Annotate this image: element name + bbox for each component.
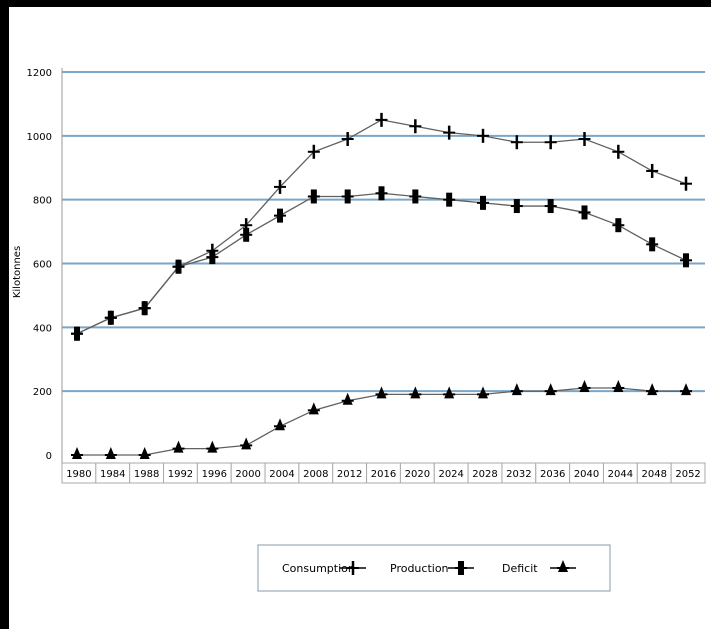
data-point-deficit bbox=[240, 437, 253, 450]
data-point-production bbox=[544, 199, 557, 214]
data-point-production bbox=[578, 205, 591, 220]
x-tick-label: 2032 bbox=[506, 469, 531, 480]
x-tick-label: 2004 bbox=[269, 469, 294, 480]
data-point-deficit bbox=[341, 392, 354, 405]
data-point-deficit bbox=[307, 402, 320, 415]
legend-label: Deficit bbox=[502, 562, 538, 575]
y-axis-label: Kilotonnes bbox=[12, 246, 23, 298]
data-point-deficit bbox=[409, 386, 422, 399]
data-point-consumption bbox=[612, 144, 625, 159]
data-point-production bbox=[341, 189, 354, 204]
y-tick-label: 0 bbox=[46, 451, 52, 462]
legend-label: Consumption bbox=[282, 562, 355, 575]
data-point-production bbox=[375, 186, 388, 201]
data-point-production bbox=[274, 208, 286, 223]
x-tick-label: 1984 bbox=[100, 469, 125, 480]
axes bbox=[61, 68, 705, 464]
y-tick-label: 200 bbox=[33, 387, 52, 398]
data-point-production bbox=[307, 189, 320, 204]
x-tick-label: 1980 bbox=[66, 469, 91, 480]
data-point-production bbox=[646, 237, 659, 252]
data-point-deficit bbox=[138, 447, 151, 459]
data-point-production bbox=[138, 301, 151, 316]
x-tick-label: 1996 bbox=[202, 469, 227, 480]
data-point-consumption bbox=[477, 128, 489, 143]
x-tick-label: 2000 bbox=[235, 469, 260, 480]
x-tick-label: 1988 bbox=[134, 469, 159, 480]
y-tick-label: 400 bbox=[33, 323, 52, 334]
x-tick-label: 2052 bbox=[675, 469, 700, 480]
data-point-production bbox=[680, 253, 692, 268]
series-line-consumption bbox=[76, 119, 687, 335]
x-tick-label: 2028 bbox=[472, 469, 497, 480]
data-point-production bbox=[477, 195, 489, 210]
data-point-production bbox=[71, 326, 83, 341]
x-tick-cell bbox=[670, 462, 706, 484]
data-point-production bbox=[409, 189, 422, 204]
data-point-deficit bbox=[612, 379, 625, 392]
data-point-deficit bbox=[443, 386, 456, 399]
data-point-production bbox=[206, 250, 219, 265]
y-tick-label: 1000 bbox=[27, 132, 52, 143]
data-point-consumption bbox=[578, 132, 591, 147]
data-point-deficit bbox=[544, 383, 557, 396]
x-tick-label: 2036 bbox=[540, 469, 565, 480]
x-tick-label: 1992 bbox=[168, 469, 193, 480]
legend-marker bbox=[347, 561, 359, 575]
x-tick-label: 2012 bbox=[337, 469, 362, 480]
data-point-consumption bbox=[409, 119, 422, 134]
data-point-consumption bbox=[443, 125, 456, 140]
data-point-deficit bbox=[477, 386, 489, 399]
data-point-consumption bbox=[544, 135, 557, 150]
y-tick-label: 1200 bbox=[27, 68, 52, 79]
data-point-production bbox=[443, 192, 456, 207]
data-point-consumption bbox=[510, 135, 523, 150]
data-point-deficit bbox=[274, 418, 286, 431]
data-point-production bbox=[172, 259, 185, 274]
data-point-consumption bbox=[680, 176, 692, 191]
legend-label: Production bbox=[390, 562, 449, 575]
data-point-deficit bbox=[646, 383, 659, 396]
data-point-consumption bbox=[307, 144, 320, 159]
data-point-production bbox=[240, 227, 253, 242]
legend-marker bbox=[455, 561, 467, 575]
data-point-deficit bbox=[578, 379, 591, 392]
y-axis-ticks: 0 200 400 600 800 1000 1200 bbox=[27, 68, 52, 462]
data-point-deficit bbox=[510, 383, 523, 396]
data-point-deficit bbox=[375, 386, 388, 399]
data-point-deficit bbox=[206, 440, 219, 453]
y-tick-label: 600 bbox=[33, 260, 52, 271]
legend-marker bbox=[557, 560, 569, 572]
legend: Consumption Production Deficit bbox=[257, 544, 611, 592]
data-point-deficit bbox=[104, 447, 117, 459]
x-tick-label: 2040 bbox=[574, 469, 599, 480]
data-point-deficit bbox=[172, 440, 185, 453]
data-point-consumption bbox=[375, 112, 388, 127]
data-point-consumption bbox=[646, 163, 659, 178]
x-tick-label: 2024 bbox=[438, 469, 463, 480]
data-point-production bbox=[104, 310, 117, 325]
data-point-production bbox=[612, 218, 625, 233]
series-layer bbox=[71, 112, 692, 459]
x-tick-label: 2008 bbox=[303, 469, 328, 480]
x-tick-label: 2048 bbox=[642, 469, 667, 480]
data-point-production bbox=[510, 199, 523, 214]
x-tick-label: 2020 bbox=[405, 469, 430, 480]
y-tick-label: 800 bbox=[33, 196, 52, 207]
x-tick-label: 2016 bbox=[371, 469, 396, 480]
data-point-consumption bbox=[274, 179, 286, 194]
data-point-deficit bbox=[680, 383, 692, 396]
x-axis-ticks: 1980 1984 1988 1992 1996 2000 2004 2008 2012 2016… bbox=[61, 462, 706, 484]
data-point-deficit bbox=[71, 447, 83, 459]
x-tick-label: 2044 bbox=[608, 469, 633, 480]
data-point-consumption bbox=[341, 132, 354, 147]
